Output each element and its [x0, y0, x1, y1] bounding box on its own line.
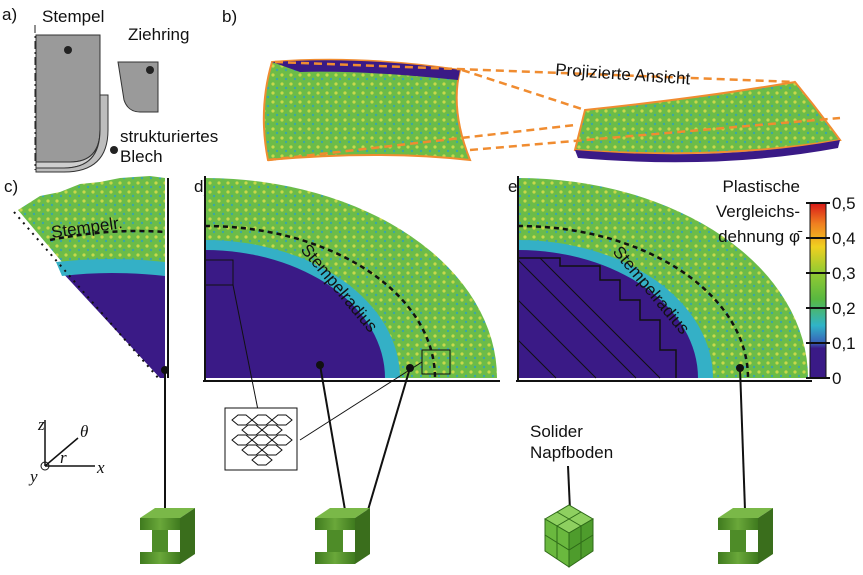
edge-region — [575, 140, 840, 163]
projection-lines — [267, 60, 841, 162]
pointer-dot — [736, 364, 744, 372]
leader — [739, 367, 746, 511]
punch-radius-line — [49, 229, 166, 242]
label-blech: strukturiertes — [120, 127, 218, 146]
label-box — [526, 418, 614, 466]
honeycomb — [231, 414, 293, 466]
pointer-dot — [146, 66, 154, 74]
low-strain-region — [60, 268, 165, 378]
colorbar-title: dehnung φ̄ — [718, 227, 803, 246]
low-strain-region — [518, 250, 698, 378]
colorbar-title: Plastische — [723, 177, 800, 196]
panel-label: b) — [222, 7, 237, 26]
solid-hatch — [517, 257, 661, 379]
axis-theta: θ — [80, 422, 88, 441]
colorbar-tick-label: 0,1 — [832, 334, 856, 353]
colorbar-tick-label: 0,3 — [832, 264, 856, 283]
axis-y: y — [28, 467, 38, 486]
colorbar-scale — [809, 202, 827, 379]
angle-label: 30° — [135, 399, 161, 418]
panel-label: c) — [4, 177, 18, 196]
panel-a: a) Stempel Ziehring strukturiertes Blech — [2, 5, 218, 173]
leader — [567, 465, 571, 511]
label-stempel: Stempel — [42, 7, 104, 26]
solid-label: Solider — [530, 422, 583, 441]
label-ziehring: Ziehring — [128, 25, 189, 44]
panel-e: e) Stempelradius Solider Napfboden — [508, 176, 812, 511]
pointer-dot — [406, 364, 414, 372]
sheet-segment — [262, 58, 472, 162]
zoom-line — [299, 361, 423, 441]
panel-b: b) Projizierte Ansicht — [222, 7, 842, 163]
pointer-dot — [316, 361, 324, 369]
unit-cells — [140, 504, 773, 568]
projected-segment — [573, 80, 842, 155]
panel-d: d) Stempelradius — [194, 176, 500, 511]
colorbar-tick-label: 0,2 — [832, 299, 856, 318]
punch — [35, 34, 101, 163]
panel-label: a) — [2, 5, 17, 24]
leader — [367, 367, 411, 511]
honeycomb-inset — [224, 407, 298, 471]
pointer-dot — [64, 46, 72, 54]
pointer-dot — [110, 146, 118, 154]
transition-region — [56, 259, 165, 276]
axis-x: x — [96, 458, 105, 477]
r-axis — [44, 437, 79, 467]
sheet-outer — [35, 94, 109, 173]
y-axis — [40, 461, 50, 471]
caption: Projizierte Ansicht — [555, 60, 691, 88]
unit-cell — [315, 508, 370, 564]
low-strain-region — [205, 250, 385, 378]
colorbar-tick-label: 0,5 — [832, 194, 856, 213]
solid-boundary — [518, 257, 677, 378]
edge-region — [272, 60, 460, 80]
angle-arc — [118, 390, 161, 413]
unit-cell — [140, 508, 195, 564]
colorbar-tick-label: 0,4 — [832, 229, 856, 248]
axis-r: r — [60, 448, 67, 467]
colorbar-title: Vergleichs- — [716, 202, 800, 221]
panel-c: c) Stempelr. 30° z θ r y x — [4, 176, 169, 510]
solid-cell — [544, 504, 594, 568]
axis-z: z — [37, 415, 45, 434]
zoom-line — [232, 284, 259, 411]
solid-label: Napfboden — [530, 443, 613, 462]
colorbar: Plastische Vergleichs- dehnung φ̄ 0,5 0,4… — [716, 177, 856, 388]
label-blech: Blech — [120, 147, 163, 166]
unit-cell — [718, 508, 773, 564]
leader — [319, 364, 346, 511]
pointer-dot — [161, 366, 169, 374]
die — [117, 61, 159, 113]
colorbar-tick-label: 0 — [832, 369, 841, 388]
